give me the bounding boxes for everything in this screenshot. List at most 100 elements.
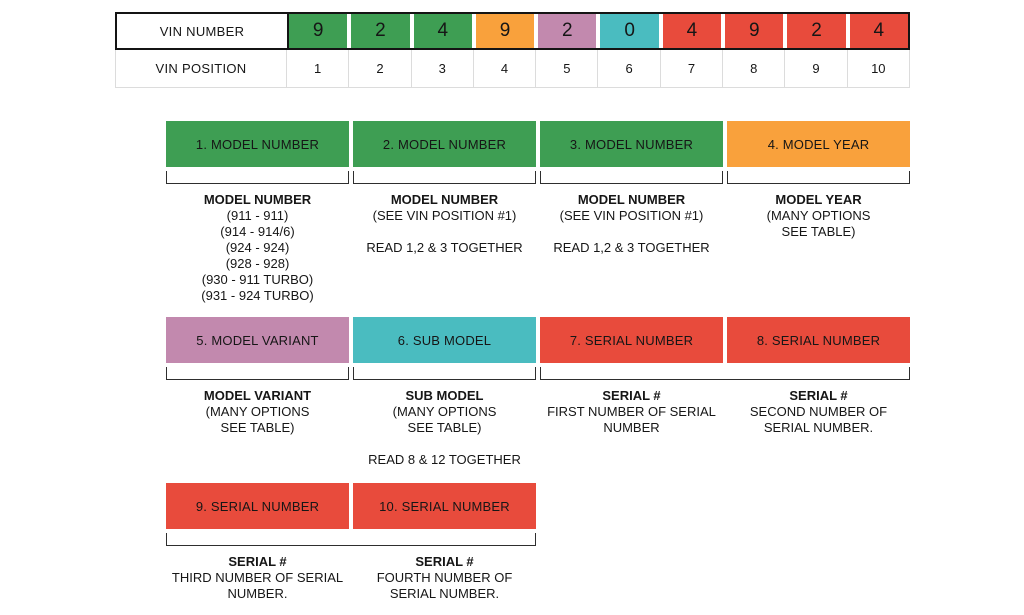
description-line: THIRD NUMBER OF SERIAL (171, 570, 344, 585)
description-line (353, 436, 536, 452)
description-title: SERIAL # (602, 388, 661, 403)
vin-row-1-brackets (166, 171, 910, 184)
vin-row-2: 5. MODEL VARIANT 6. SUB MODEL 7. SERIAL NU… (166, 317, 910, 468)
vin-row-2-brackets (166, 367, 910, 380)
vin-position-row: VIN POSITION 1 2 3 4 5 6 7 8 9 10 (115, 50, 910, 88)
description-line: (MANY OPTIONS (205, 404, 310, 419)
bracket-col-4 (727, 171, 910, 184)
description-line: (930 - 911 TURBO) (201, 272, 314, 287)
block-3-model-number: 3. MODEL NUMBER (540, 121, 723, 167)
description-line: (931 - 924 TURBO) (201, 288, 314, 303)
description-line: SEE TABLE) (781, 224, 856, 239)
description-line: (914 - 914/6) (220, 224, 295, 239)
description-line: SERIAL NUMBER. (763, 420, 874, 435)
vin-digit-5: 2 (538, 14, 597, 48)
bracket-col-2 (353, 171, 536, 184)
bracket-col-3-span-2 (540, 367, 910, 380)
vin-digit-8: 9 (725, 14, 784, 48)
description-col-2: MODEL NUMBER (SEE VIN POSITION #1) READ 1,… (353, 192, 536, 304)
description-line: NUMBER (603, 420, 660, 435)
description-col-3: SERIAL # FIRST NUMBER OF SERIAL NUMBER (540, 388, 723, 468)
vin-position-9: 9 (785, 50, 848, 88)
description-col-1: MODEL VARIANT (MANY OPTIONS SEE TABLE) (166, 388, 349, 468)
description-line: FOURTH NUMBER OF (376, 570, 513, 585)
description-line: READ 1,2 & 3 TOGETHER (366, 240, 523, 255)
description-line: SECOND NUMBER OF (749, 404, 888, 419)
description-col-2: SERIAL # FOURTH NUMBER OF SERIAL NUMBER. (353, 554, 536, 602)
description-title: SERIAL # (228, 554, 287, 569)
description-line: NUMBER. (227, 586, 288, 601)
vin-row-1-blocks: 1. MODEL NUMBER 2. MODEL NUMBER 3. MODEL N… (166, 121, 910, 167)
block-6-sub-model: 6. SUB MODEL (353, 317, 536, 363)
vin-position-6: 6 (598, 50, 661, 88)
bracket-col-1 (166, 367, 349, 380)
vin-row-2-blocks: 5. MODEL VARIANT 6. SUB MODEL 7. SERIAL NU… (166, 317, 910, 363)
vin-row-1: 1. MODEL NUMBER 2. MODEL NUMBER 3. MODEL N… (166, 121, 910, 304)
bracket-col-2 (353, 367, 536, 380)
description-title: SERIAL # (415, 554, 474, 569)
vin-digit-6: 0 (600, 14, 659, 48)
vin-row-3-blocks: 9. SERIAL NUMBER 10. SERIAL NUMBER (166, 483, 910, 529)
vin-position-cells: 1 2 3 4 5 6 7 8 9 10 (287, 50, 910, 88)
vin-position-label: VIN POSITION (115, 50, 287, 88)
vin-digit-2: 2 (351, 14, 410, 48)
description-title: MODEL YEAR (775, 192, 862, 207)
vin-digit-10: 4 (849, 14, 908, 48)
description-col-3: MODEL NUMBER (SEE VIN POSITION #1) READ 1,… (540, 192, 723, 304)
block-2-model-number: 2. MODEL NUMBER (353, 121, 536, 167)
description-col-1: MODEL NUMBER (911 - 911) (914 - 914/6) (924… (166, 192, 349, 304)
description-line: SEE TABLE) (220, 420, 295, 435)
description-title: MODEL NUMBER (577, 192, 686, 207)
description-title: SUB MODEL (405, 388, 484, 403)
description-line (540, 224, 723, 240)
vin-row-3-brackets (166, 533, 910, 546)
vin-position-3: 3 (411, 50, 474, 88)
vin-position-2: 2 (349, 50, 412, 88)
vin-digit-3: 4 (413, 14, 472, 48)
description-line: FIRST NUMBER OF SERIAL (547, 404, 716, 419)
vin-position-8: 8 (723, 50, 786, 88)
bracket-col-1 (166, 171, 349, 184)
vin-row-3: 9. SERIAL NUMBER 10. SERIAL NUMBER SERIAL… (166, 483, 910, 602)
description-title: MODEL NUMBER (203, 192, 312, 207)
description-line: (SEE VIN POSITION #1) (372, 208, 517, 223)
description-line: (928 - 928) (225, 256, 290, 271)
vin-digit-7: 4 (662, 14, 722, 48)
description-line (353, 224, 536, 240)
description-title: MODEL VARIANT (203, 388, 312, 403)
vin-number-label: VIN NUMBER (117, 14, 289, 48)
vin-row-2-descriptions: MODEL VARIANT (MANY OPTIONS SEE TABLE) SUB … (166, 388, 910, 468)
description-line: (MANY OPTIONS (392, 404, 497, 419)
vin-row-3-descriptions: SERIAL # THIRD NUMBER OF SERIAL NUMBER. SER… (166, 554, 910, 602)
block-10-serial-number: 10. SERIAL NUMBER (353, 483, 536, 529)
bracket-col-1-span-2 (166, 533, 536, 546)
block-4-model-year: 4. MODEL YEAR (727, 121, 910, 167)
vin-digit-1: 9 (289, 14, 348, 48)
block-8-serial-number: 8. SERIAL NUMBER (727, 317, 910, 363)
vin-position-4: 4 (473, 50, 537, 88)
description-line: SERIAL NUMBER. (389, 586, 500, 601)
vin-position-7: 7 (660, 50, 724, 88)
description-line: (924 - 924) (225, 240, 290, 255)
block-7-serial-number: 7. SERIAL NUMBER (540, 317, 723, 363)
description-line: SEE TABLE) (407, 420, 482, 435)
description-col-1: SERIAL # THIRD NUMBER OF SERIAL NUMBER. (166, 554, 349, 602)
vin-position-1: 1 (287, 50, 350, 88)
description-line: READ 8 & 12 TOGETHER (368, 452, 521, 467)
vin-position-10: 10 (847, 50, 910, 88)
block-9-serial-number: 9. SERIAL NUMBER (166, 483, 349, 529)
vin-row-1-descriptions: MODEL NUMBER (911 - 911) (914 - 914/6) (924… (166, 192, 910, 304)
description-line: (MANY OPTIONS (766, 208, 871, 223)
description-col-4: SERIAL # SECOND NUMBER OF SERIAL NUMBER. (727, 388, 910, 468)
description-line: (911 - 911) (226, 208, 289, 223)
description-line: READ 1,2 & 3 TOGETHER (553, 240, 710, 255)
vin-digit-4: 9 (475, 14, 535, 48)
description-line: (SEE VIN POSITION #1) (559, 208, 704, 223)
vin-position-5: 5 (536, 50, 599, 88)
bracket-col-3 (540, 171, 723, 184)
description-col-2: SUB MODEL (MANY OPTIONS SEE TABLE) READ 8 &… (353, 388, 536, 468)
block-1-model-number: 1. MODEL NUMBER (166, 121, 349, 167)
